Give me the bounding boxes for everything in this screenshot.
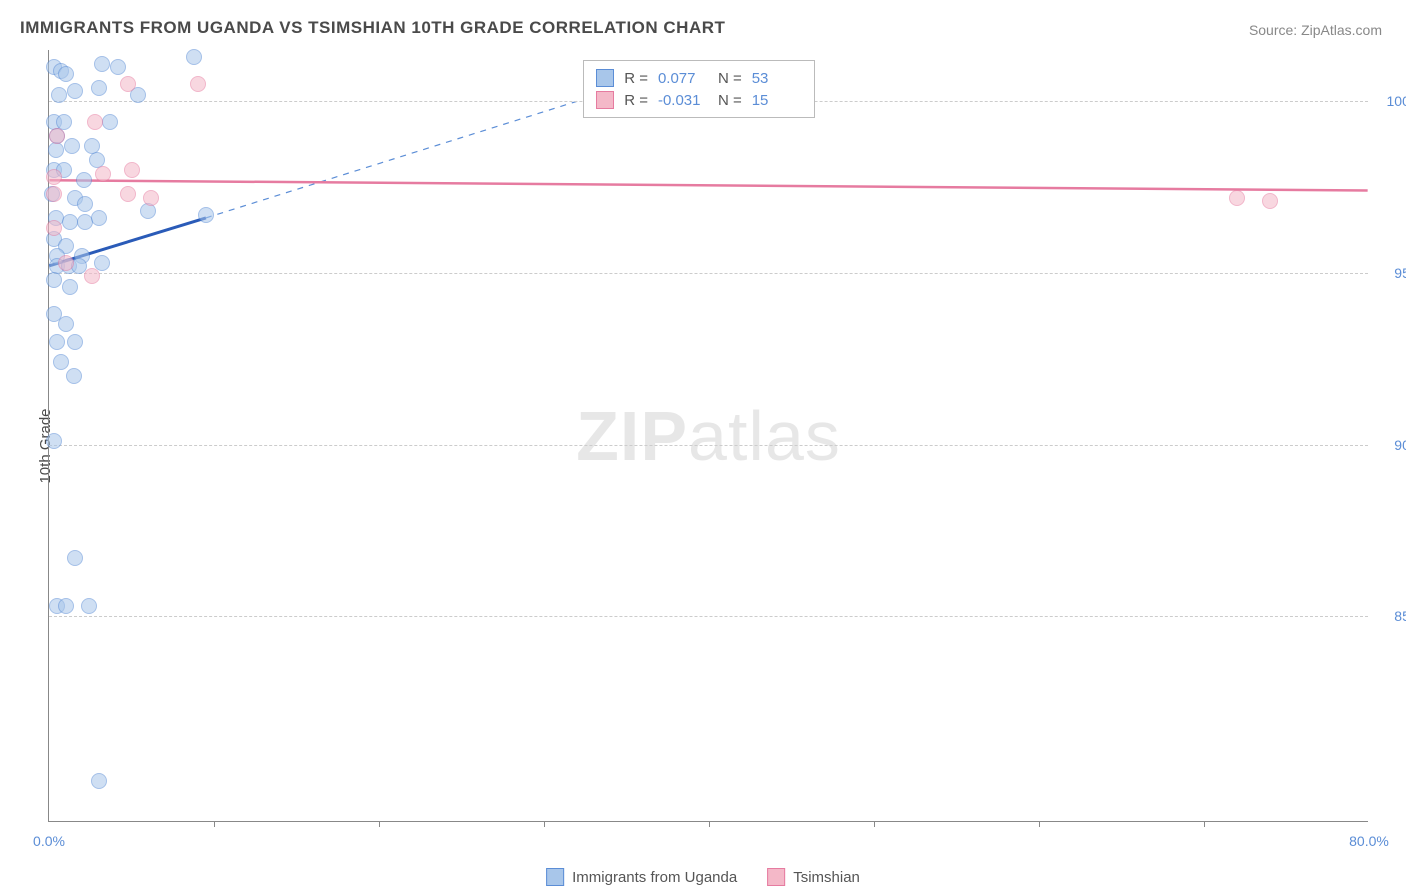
x-tick-mark xyxy=(1204,821,1205,827)
stats-row: R = -0.031N = 15 xyxy=(596,89,802,111)
scatter-point xyxy=(46,433,62,449)
n-value: 15 xyxy=(752,92,802,109)
scatter-point xyxy=(91,773,107,789)
scatter-point xyxy=(124,162,140,178)
legend-item-tsimshian: Tsimshian xyxy=(767,868,860,886)
gridline-h xyxy=(49,616,1368,617)
y-tick-label: 90.0% xyxy=(1394,437,1406,453)
scatter-point xyxy=(64,138,80,154)
scatter-point xyxy=(186,49,202,65)
scatter-point xyxy=(110,59,126,75)
scatter-point xyxy=(49,334,65,350)
scatter-point xyxy=(91,210,107,226)
scatter-point xyxy=(62,279,78,295)
scatter-point xyxy=(1262,193,1278,209)
x-tick-mark xyxy=(214,821,215,827)
scatter-point xyxy=(87,114,103,130)
scatter-point xyxy=(81,598,97,614)
source-label: Source: ZipAtlas.com xyxy=(1249,22,1382,38)
scatter-point xyxy=(67,550,83,566)
scatter-point xyxy=(198,207,214,223)
scatter-point xyxy=(66,368,82,384)
bottom-legend: Immigrants from Uganda Tsimshian xyxy=(546,868,860,886)
gridline-h xyxy=(49,445,1368,446)
x-tick-mark xyxy=(379,821,380,827)
legend-label-tsimshian: Tsimshian xyxy=(793,869,860,886)
scatter-point xyxy=(58,598,74,614)
x-tick-mark xyxy=(1039,821,1040,827)
x-tick-mark xyxy=(709,821,710,827)
x-tick-mark xyxy=(874,821,875,827)
scatter-point xyxy=(143,190,159,206)
stats-row: R = 0.077N = 53 xyxy=(596,67,802,89)
chart-container: IMMIGRANTS FROM UGANDA VS TSIMSHIAN 10TH… xyxy=(0,0,1406,892)
trend-line xyxy=(206,101,577,218)
legend-item-uganda: Immigrants from Uganda xyxy=(546,868,737,886)
x-tick-label: 0.0% xyxy=(33,833,65,849)
r-value: 0.077 xyxy=(658,70,708,87)
watermark: ZIPatlas xyxy=(576,396,841,476)
trend-lines-layer xyxy=(49,50,1368,821)
scatter-point xyxy=(49,128,65,144)
scatter-point xyxy=(102,114,118,130)
scatter-point xyxy=(46,186,62,202)
n-value: 53 xyxy=(752,70,802,87)
scatter-point xyxy=(94,255,110,271)
scatter-point xyxy=(46,272,62,288)
scatter-point xyxy=(58,316,74,332)
x-tick-label: 80.0% xyxy=(1349,833,1389,849)
scatter-point xyxy=(120,76,136,92)
r-value: -0.031 xyxy=(658,92,708,109)
y-tick-label: 85.0% xyxy=(1394,608,1406,624)
legend-label-uganda: Immigrants from Uganda xyxy=(572,869,737,886)
scatter-point xyxy=(95,166,111,182)
plot-area: ZIPatlas 85.0%90.0%95.0%100.0%0.0%80.0%R… xyxy=(48,50,1368,822)
scatter-point xyxy=(77,196,93,212)
scatter-point xyxy=(46,220,62,236)
trend-line xyxy=(49,180,1367,190)
scatter-point xyxy=(1229,190,1245,206)
y-tick-label: 100.0% xyxy=(1387,93,1406,109)
scatter-point xyxy=(67,83,83,99)
scatter-point xyxy=(91,80,107,96)
stats-swatch xyxy=(596,69,614,87)
scatter-point xyxy=(140,203,156,219)
scatter-point xyxy=(51,87,67,103)
scatter-point xyxy=(62,214,78,230)
scatter-point xyxy=(48,142,64,158)
x-tick-mark xyxy=(544,821,545,827)
scatter-point xyxy=(190,76,206,92)
scatter-point xyxy=(67,334,83,350)
scatter-point xyxy=(120,186,136,202)
scatter-point xyxy=(53,354,69,370)
legend-swatch-tsimshian xyxy=(767,868,785,886)
legend-swatch-uganda xyxy=(546,868,564,886)
scatter-point xyxy=(46,169,62,185)
stats-box: R = 0.077N = 53R = -0.031N = 15 xyxy=(583,60,815,118)
scatter-point xyxy=(58,255,74,271)
scatter-point xyxy=(94,56,110,72)
stats-swatch xyxy=(596,91,614,109)
gridline-h xyxy=(49,273,1368,274)
y-tick-label: 95.0% xyxy=(1394,265,1406,281)
scatter-point xyxy=(76,172,92,188)
scatter-point xyxy=(58,66,74,82)
chart-title: IMMIGRANTS FROM UGANDA VS TSIMSHIAN 10TH… xyxy=(20,18,725,38)
scatter-point xyxy=(84,268,100,284)
